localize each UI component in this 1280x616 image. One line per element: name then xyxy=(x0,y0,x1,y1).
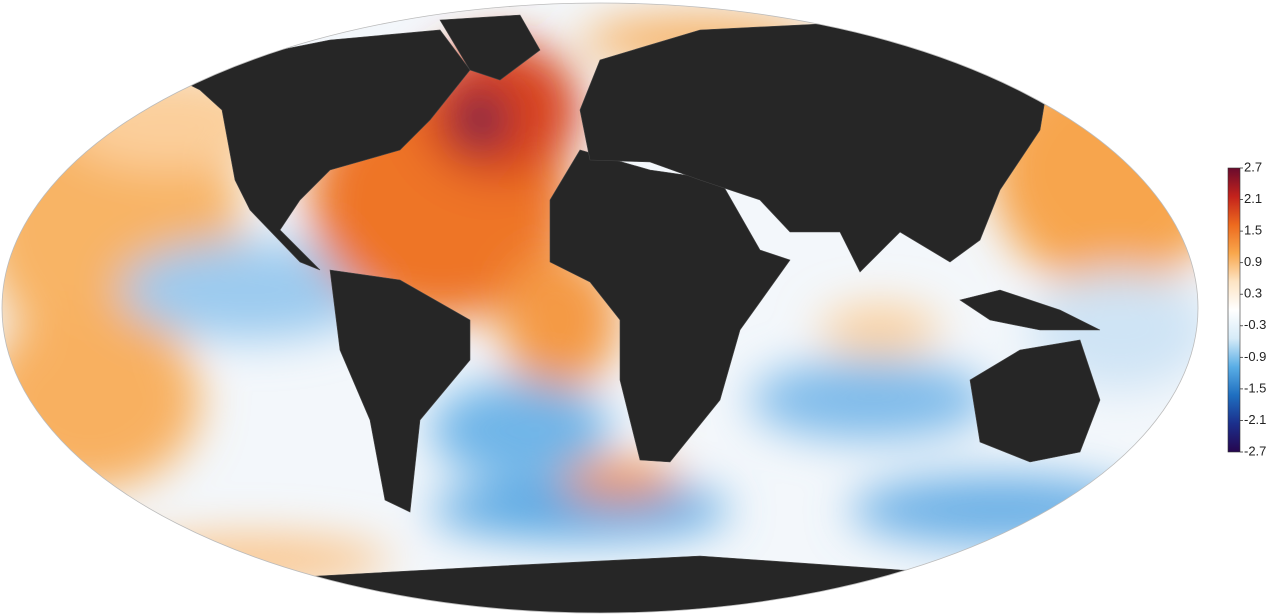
colorbar-tick-label: -1.5 xyxy=(1244,380,1266,395)
colorbar-tick-label: 2.7 xyxy=(1244,159,1262,174)
colorbar-tick-label: 0.9 xyxy=(1244,254,1262,269)
colorbar-scale xyxy=(1227,167,1241,453)
map-outline xyxy=(1,2,1199,614)
colorbar-tick-label: 0.3 xyxy=(1244,286,1262,301)
colorbar-tick-label: 1.5 xyxy=(1244,223,1262,238)
colorbar-tick-label: -0.3 xyxy=(1244,317,1266,332)
colorbar-tick-label: -2.7 xyxy=(1244,443,1266,458)
colorbar-tick-label: -0.9 xyxy=(1244,349,1266,364)
colorbar-tick-label: -2.1 xyxy=(1244,412,1266,427)
colorbar: 2.7 2.1 1.5 0.9 0.3 -0.3 -0.9 -1.5 -2.1 -2.7 xyxy=(1227,159,1266,458)
colorbar-tick-label: 2.1 xyxy=(1244,191,1262,206)
